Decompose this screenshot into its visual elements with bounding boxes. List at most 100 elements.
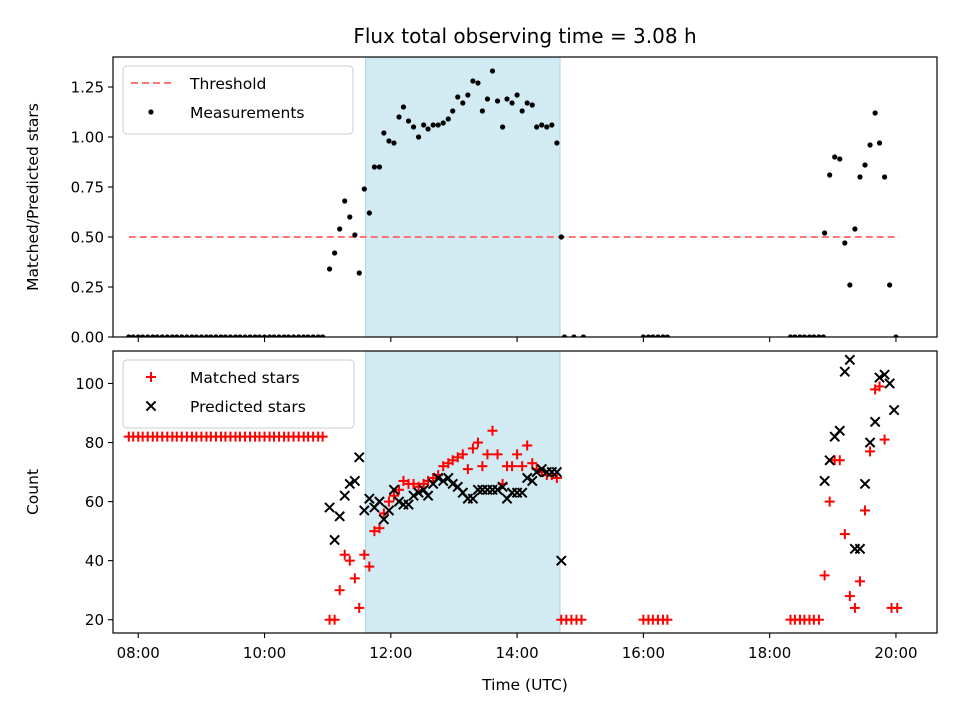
data-point <box>554 140 560 146</box>
data-point <box>576 614 587 625</box>
data-point <box>551 472 562 483</box>
data-point <box>438 461 449 472</box>
data-point <box>494 98 501 104</box>
data-point <box>801 334 808 337</box>
data-point <box>413 487 424 499</box>
legend-label: Threshold <box>189 75 266 93</box>
data-point <box>179 334 185 337</box>
data-point <box>189 334 195 337</box>
data-point <box>164 334 170 337</box>
data-point <box>396 114 402 120</box>
data-point <box>527 458 538 469</box>
y-tick-label: 1.25 <box>71 79 104 97</box>
data-point <box>447 455 458 466</box>
data-point <box>361 186 367 192</box>
data-point-b <box>418 484 429 496</box>
data-point-b <box>442 472 454 484</box>
data-point <box>445 116 451 122</box>
data-point <box>467 493 479 504</box>
data-point <box>310 334 316 337</box>
legend-label: Predicted stars <box>190 398 306 416</box>
data-point <box>353 451 365 463</box>
y-tick-label: 0.75 <box>71 179 104 197</box>
data-point <box>386 138 392 144</box>
data-point <box>135 334 141 337</box>
data-point <box>315 334 321 337</box>
data-point-b <box>516 487 528 499</box>
data-point-b <box>413 487 424 499</box>
data-point <box>320 334 326 337</box>
data-point <box>398 475 409 486</box>
data-point <box>145 334 151 337</box>
data-point <box>834 455 845 466</box>
data-point <box>388 490 399 501</box>
data-point-b <box>364 493 375 504</box>
top-panel: 0.00 0.25 0.50 0.75 1.00 1.25 Matched/Predicte… <box>24 56 938 347</box>
y-tick-label: 0.00 <box>71 329 104 347</box>
data-point-b <box>383 505 395 516</box>
data-point <box>285 334 292 337</box>
data-point <box>301 334 307 337</box>
data-point <box>218 334 224 337</box>
data-point <box>849 602 860 613</box>
data-point <box>544 124 550 130</box>
data-point <box>344 478 356 490</box>
data-point-b <box>888 404 900 416</box>
data-point-b <box>422 490 434 501</box>
data-point <box>862 162 868 168</box>
data-point-b <box>467 493 479 504</box>
data-point-b <box>819 475 830 487</box>
data-point <box>854 576 865 587</box>
data-point <box>405 118 412 124</box>
data-point <box>524 100 530 106</box>
legend-marker <box>145 400 157 412</box>
data-point-b <box>329 534 340 546</box>
data-point-b <box>358 505 370 516</box>
data-point <box>839 529 850 540</box>
data-point <box>329 614 340 625</box>
data-point <box>344 555 355 566</box>
data-point <box>484 96 491 102</box>
data-point <box>383 505 395 516</box>
data-point-b <box>869 416 881 428</box>
series-predicted-stars <box>324 354 900 566</box>
data-point <box>529 102 535 108</box>
data-point <box>374 523 385 534</box>
data-point <box>869 416 881 428</box>
x-tick-label: 16:00 <box>622 644 665 662</box>
data-point <box>489 68 496 74</box>
data-point <box>369 526 380 537</box>
data-point <box>403 499 414 510</box>
data-point-b <box>393 496 405 507</box>
data-point <box>832 154 838 160</box>
data-point <box>317 431 328 442</box>
x-axis-label: Time (UTC) <box>481 676 568 694</box>
data-point <box>329 534 340 546</box>
data-point <box>447 478 459 490</box>
data-point <box>472 484 484 496</box>
data-point <box>519 108 525 114</box>
data-point <box>487 425 498 436</box>
data-point <box>247 334 253 337</box>
data-point-b <box>879 369 890 380</box>
plot-area <box>126 68 900 337</box>
legend: Threshold Measurements <box>122 65 354 135</box>
data-point <box>442 472 454 484</box>
data-point <box>352 232 358 238</box>
data-point <box>418 484 429 496</box>
plot-area <box>123 354 903 625</box>
data-point <box>374 496 385 507</box>
bottom-panel: 08:00 10:00 12:00 14:00 16:00 18:00 20:00 20 40 6… <box>24 350 938 662</box>
data-point <box>492 449 503 460</box>
data-point <box>140 334 146 337</box>
data-point-b <box>349 475 361 487</box>
data-point-b <box>334 511 345 522</box>
data-point <box>874 372 885 383</box>
data-point <box>842 240 848 246</box>
data-point-b <box>497 481 508 493</box>
data-point <box>650 334 656 337</box>
data-point <box>408 478 419 489</box>
y-tick-label: 1.00 <box>71 129 104 147</box>
data-point <box>824 496 835 507</box>
